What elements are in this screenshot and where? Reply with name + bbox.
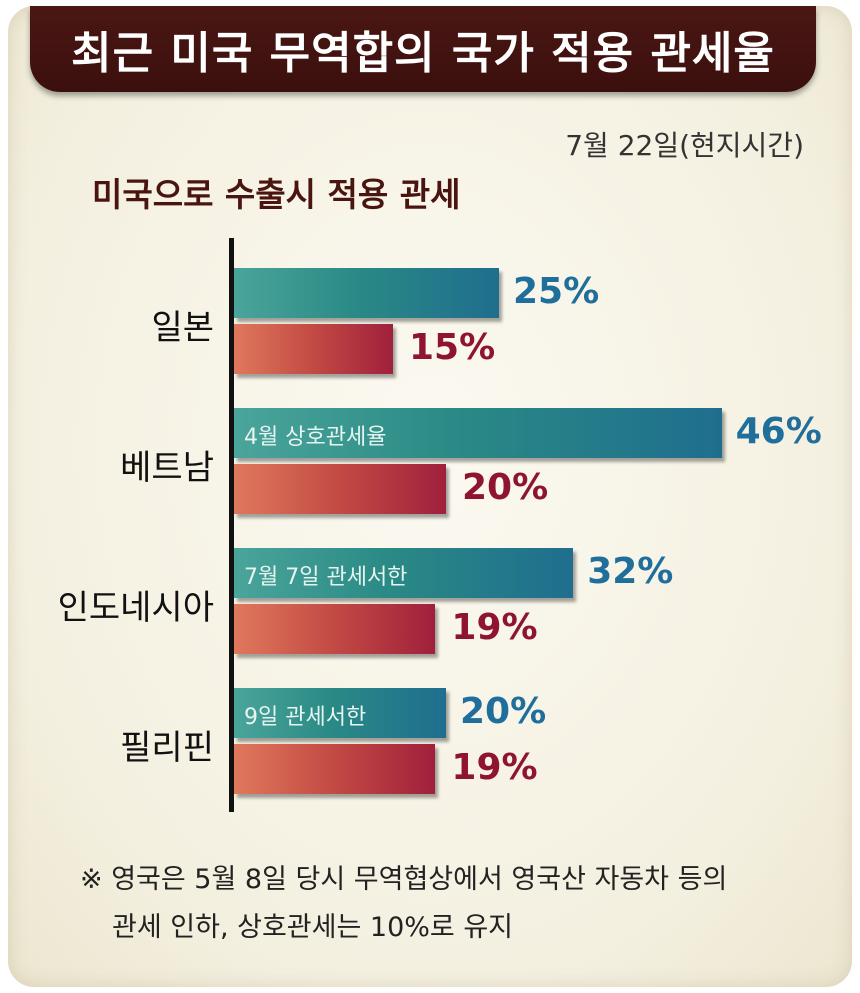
category-label: 인도네시아 [57,588,214,628]
value-label-applied: 19% [451,607,538,648]
bar-applied-rate [234,744,436,794]
bar-inner-label: 4월 상호관세율 [244,425,387,450]
y-axis-line [229,238,234,812]
bar-reference-rate: 4월 상호관세율 [234,408,722,458]
page-title: 최근 미국 무역합의 국가 적용 관세율 [71,28,775,79]
category-label: 일본 [151,308,214,348]
value-label-reference: 25% [513,271,600,312]
bar-inner-label: 9일 관세서한 [244,705,367,730]
bar-applied-rate [234,464,446,514]
chart-subtitle: 미국으로 수출시 적용 관세 [92,175,461,214]
bar-applied-rate [234,604,436,654]
category-label: 베트남 [120,448,214,488]
value-label-applied: 15% [409,327,496,368]
date-label: 7월 22일(현지시간) [565,129,804,162]
bar-reference-rate: 9일 관세서한 [234,688,446,738]
bar-reference-rate: 7월 7일 관세서한 [234,548,574,598]
footnote-line-1: ※ 영국은 5월 8일 당시 무역협상에서 영국산 자동차 등의 [80,864,728,895]
value-label-reference: 20% [460,691,547,732]
footnote: ※ 영국은 5월 8일 당시 무역협상에서 영국산 자동차 등의 관세 인하, … [80,856,800,952]
footnote-line-2: 관세 인하, 상호관세는 10%로 유지 [112,912,514,943]
category-label: 필리핀 [120,728,214,768]
title-banner: 최근 미국 무역합의 국가 적용 관세율 [30,6,816,92]
bar-inner-label: 7월 7일 관세서한 [244,565,408,590]
bar-applied-rate [234,324,393,374]
bar-reference-rate [234,268,499,318]
value-label-applied: 19% [451,747,538,788]
value-label-applied: 20% [462,467,549,508]
value-label-reference: 46% [735,411,822,452]
value-label-reference: 32% [587,551,674,592]
